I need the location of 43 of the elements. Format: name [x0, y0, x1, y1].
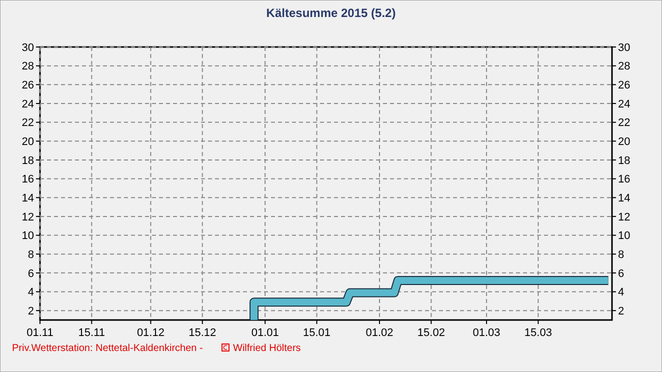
y-tick-label: 10	[22, 230, 34, 242]
x-tick-label: 15.03	[524, 327, 552, 339]
y-tick-label: 26	[22, 80, 34, 92]
x-tick-label: 01.11	[26, 327, 54, 339]
y-tick-label: 24	[22, 98, 34, 110]
x-tick-label: 01.01	[251, 327, 279, 339]
y2-tick-label: 16	[618, 174, 630, 186]
x-tick-label: 15.11	[78, 327, 106, 339]
y2-tick-label: 28	[618, 60, 630, 73]
text: Priv.Wetterstation: Nettetal-Kaldenkirchen -	[12, 343, 203, 354]
y2-tick-label: 8	[618, 248, 624, 261]
y-tick-label: 2	[28, 305, 34, 318]
text: Wilfried Hölters	[233, 343, 301, 354]
x-tick-label: 01.12	[136, 327, 164, 339]
y2-tick-label: 26	[618, 80, 630, 92]
y2-tick-label: 18	[618, 154, 630, 167]
y2-tick-label: 12	[618, 211, 630, 224]
y2-tick-label: 6	[618, 268, 624, 280]
y2-tick-label: 14	[618, 192, 630, 204]
x-tick-label: 01.02	[366, 327, 394, 339]
y-tick-label: 6	[28, 268, 34, 280]
y-tick-label: 4	[28, 286, 34, 299]
x-tick-label: 01.03	[472, 327, 500, 339]
y2-tick-label: 24	[618, 98, 630, 110]
y2-tick-label: 20	[618, 136, 630, 148]
y-tick-label: 18	[22, 154, 34, 167]
y2-tick-label: 22	[618, 117, 630, 130]
y-tick-label: 28	[22, 60, 34, 73]
x-tick-label: 15.02	[417, 327, 445, 339]
y-tick-label: 20	[22, 136, 34, 148]
y2-tick-label: 2	[618, 305, 624, 318]
y2-tick-label: 10	[618, 230, 630, 242]
x-tick-label: 15.12	[188, 327, 216, 339]
y-tick-label: 16	[22, 174, 34, 186]
y-tick-label: 22	[22, 117, 34, 130]
y2-tick-label: 30	[618, 42, 630, 54]
chart-title: Kältesumme 2015 (5.2)	[266, 6, 396, 20]
y-tick-label: 12	[22, 211, 34, 224]
y2-tick-label: 4	[618, 286, 624, 299]
y-tick-label: 30	[22, 42, 34, 54]
x-tick-label: 15.01	[303, 327, 331, 339]
y-tick-label: 14	[22, 192, 34, 204]
y-tick-label: 8	[28, 248, 34, 261]
